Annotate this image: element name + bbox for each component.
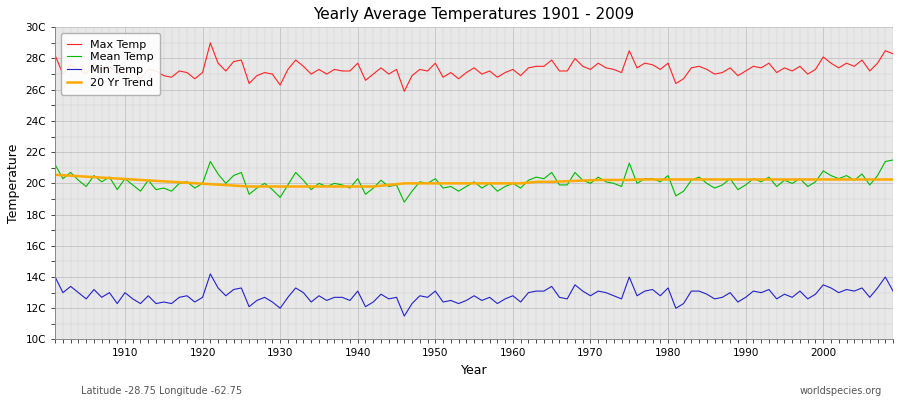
- Mean Temp: [283, 182, 293, 187]
- Max Temp: [205, 40, 216, 45]
- Min Temp: [337, 295, 347, 300]
- Mean Temp: [887, 158, 898, 162]
- Min Temp: [112, 301, 122, 306]
- Max Temp: [337, 68, 347, 73]
- Min Temp: [205, 272, 216, 276]
- Mean Temp: [329, 181, 340, 186]
- 20 Yr Trend: [291, 184, 302, 189]
- 20 Yr Trend: [244, 184, 255, 189]
- Max Temp: [50, 53, 60, 58]
- Max Temp: [399, 89, 410, 94]
- Y-axis label: Temperature: Temperature: [7, 144, 20, 223]
- Line: Min Temp: Min Temp: [55, 274, 893, 316]
- Max Temp: [616, 70, 627, 75]
- Mean Temp: [516, 186, 526, 190]
- Max Temp: [523, 66, 534, 70]
- Legend: Max Temp, Mean Temp, Min Temp, 20 Yr Trend: Max Temp, Mean Temp, Min Temp, 20 Yr Tre…: [60, 33, 160, 95]
- Min Temp: [887, 289, 898, 294]
- Min Temp: [399, 314, 410, 318]
- Line: 20 Yr Trend: 20 Yr Trend: [55, 175, 893, 186]
- Title: Yearly Average Temperatures 1901 - 2009: Yearly Average Temperatures 1901 - 2009: [313, 7, 634, 22]
- Mean Temp: [508, 181, 518, 186]
- Min Temp: [523, 290, 534, 295]
- 20 Yr Trend: [50, 172, 60, 177]
- Line: Mean Temp: Mean Temp: [55, 160, 893, 202]
- 20 Yr Trend: [516, 181, 526, 186]
- 20 Yr Trend: [508, 181, 518, 186]
- Max Temp: [291, 58, 302, 62]
- Text: worldspecies.org: worldspecies.org: [800, 386, 882, 396]
- Min Temp: [291, 286, 302, 290]
- Mean Temp: [399, 200, 410, 204]
- Mean Temp: [50, 162, 60, 167]
- Max Temp: [112, 72, 122, 76]
- 20 Yr Trend: [337, 184, 347, 189]
- 20 Yr Trend: [887, 177, 898, 182]
- Max Temp: [887, 52, 898, 56]
- Mean Temp: [112, 187, 122, 192]
- X-axis label: Year: Year: [461, 364, 488, 377]
- Line: Max Temp: Max Temp: [55, 43, 893, 91]
- 20 Yr Trend: [608, 178, 619, 182]
- Min Temp: [516, 300, 526, 304]
- Min Temp: [616, 296, 627, 301]
- Mean Temp: [608, 181, 619, 186]
- Text: Latitude -28.75 Longitude -62.75: Latitude -28.75 Longitude -62.75: [81, 386, 242, 396]
- Min Temp: [50, 275, 60, 280]
- 20 Yr Trend: [112, 176, 122, 181]
- Max Temp: [516, 73, 526, 78]
